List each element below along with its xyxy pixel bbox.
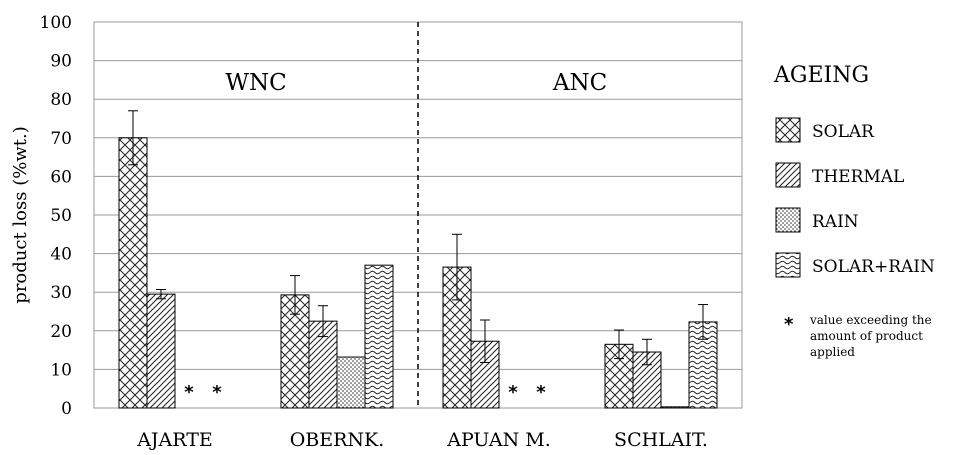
bar-thermal <box>146 293 176 409</box>
x-category-label: OBERNK. <box>290 429 385 451</box>
legend-swatch <box>775 117 801 143</box>
y-tick-label: 30 <box>50 283 72 303</box>
group-label: ANC <box>552 70 607 96</box>
group-labels: WNC ANC <box>225 70 607 96</box>
star-marker: * <box>184 382 194 403</box>
y-tick-label: 50 <box>50 206 72 226</box>
bars <box>118 137 718 409</box>
error-bars <box>128 110 708 366</box>
y-axis-label: product loss (%wt.) <box>10 126 31 303</box>
y-tick-label: 60 <box>50 167 72 187</box>
y-tick-label: 100 <box>40 13 72 33</box>
legend-label: SOLAR+RAIN <box>812 257 935 277</box>
y-tick-label: 90 <box>50 52 72 72</box>
legend-swatch <box>775 162 801 188</box>
bar-rain <box>660 406 690 409</box>
bar-solar-rain <box>364 264 394 409</box>
legend-title: AGEING <box>773 63 869 88</box>
legend-swatch <box>775 207 801 233</box>
footnote-asterisk: * <box>784 314 794 335</box>
legend-label: SOLAR <box>812 122 875 142</box>
x-category-label: AJARTE <box>136 429 213 451</box>
footnote-line-3: applied <box>810 345 855 359</box>
star-markers: * * * * <box>184 382 546 403</box>
y-axis-ticks: 0 10 20 30 40 50 60 70 80 90 100 <box>40 13 72 419</box>
y-tick-label: 20 <box>50 322 72 342</box>
bar-solar <box>118 137 148 409</box>
y-tick-label: 0 <box>61 399 72 419</box>
footnote-line-2: amount of product <box>810 329 923 343</box>
legend-swatch <box>775 252 801 278</box>
star-marker: * <box>508 382 518 403</box>
y-tick-label: 70 <box>50 129 72 149</box>
x-category-label: SCHLAIT. <box>614 429 708 451</box>
legend-label: THERMAL <box>812 167 904 187</box>
x-category-label: APUAN M. <box>446 429 550 451</box>
group-label: WNC <box>225 70 286 96</box>
legend-label: RAIN <box>812 212 859 232</box>
y-tick-label: 40 <box>50 245 72 265</box>
x-axis-categories: AJARTE OBERNK. APUAN M. SCHLAIT. <box>136 429 708 451</box>
y-tick-label: 80 <box>50 90 72 110</box>
star-marker: * <box>536 382 546 403</box>
footnote-line-1: value exceeding the <box>809 313 932 327</box>
legend: AGEING SOLAR THERMAL RAIN SOLAR+RAIN <box>773 63 935 278</box>
y-tick-label: 10 <box>50 360 72 380</box>
star-marker: * <box>212 382 222 403</box>
bar-rain <box>336 356 366 409</box>
footnote: * value exceeding the amount of product … <box>784 313 932 359</box>
